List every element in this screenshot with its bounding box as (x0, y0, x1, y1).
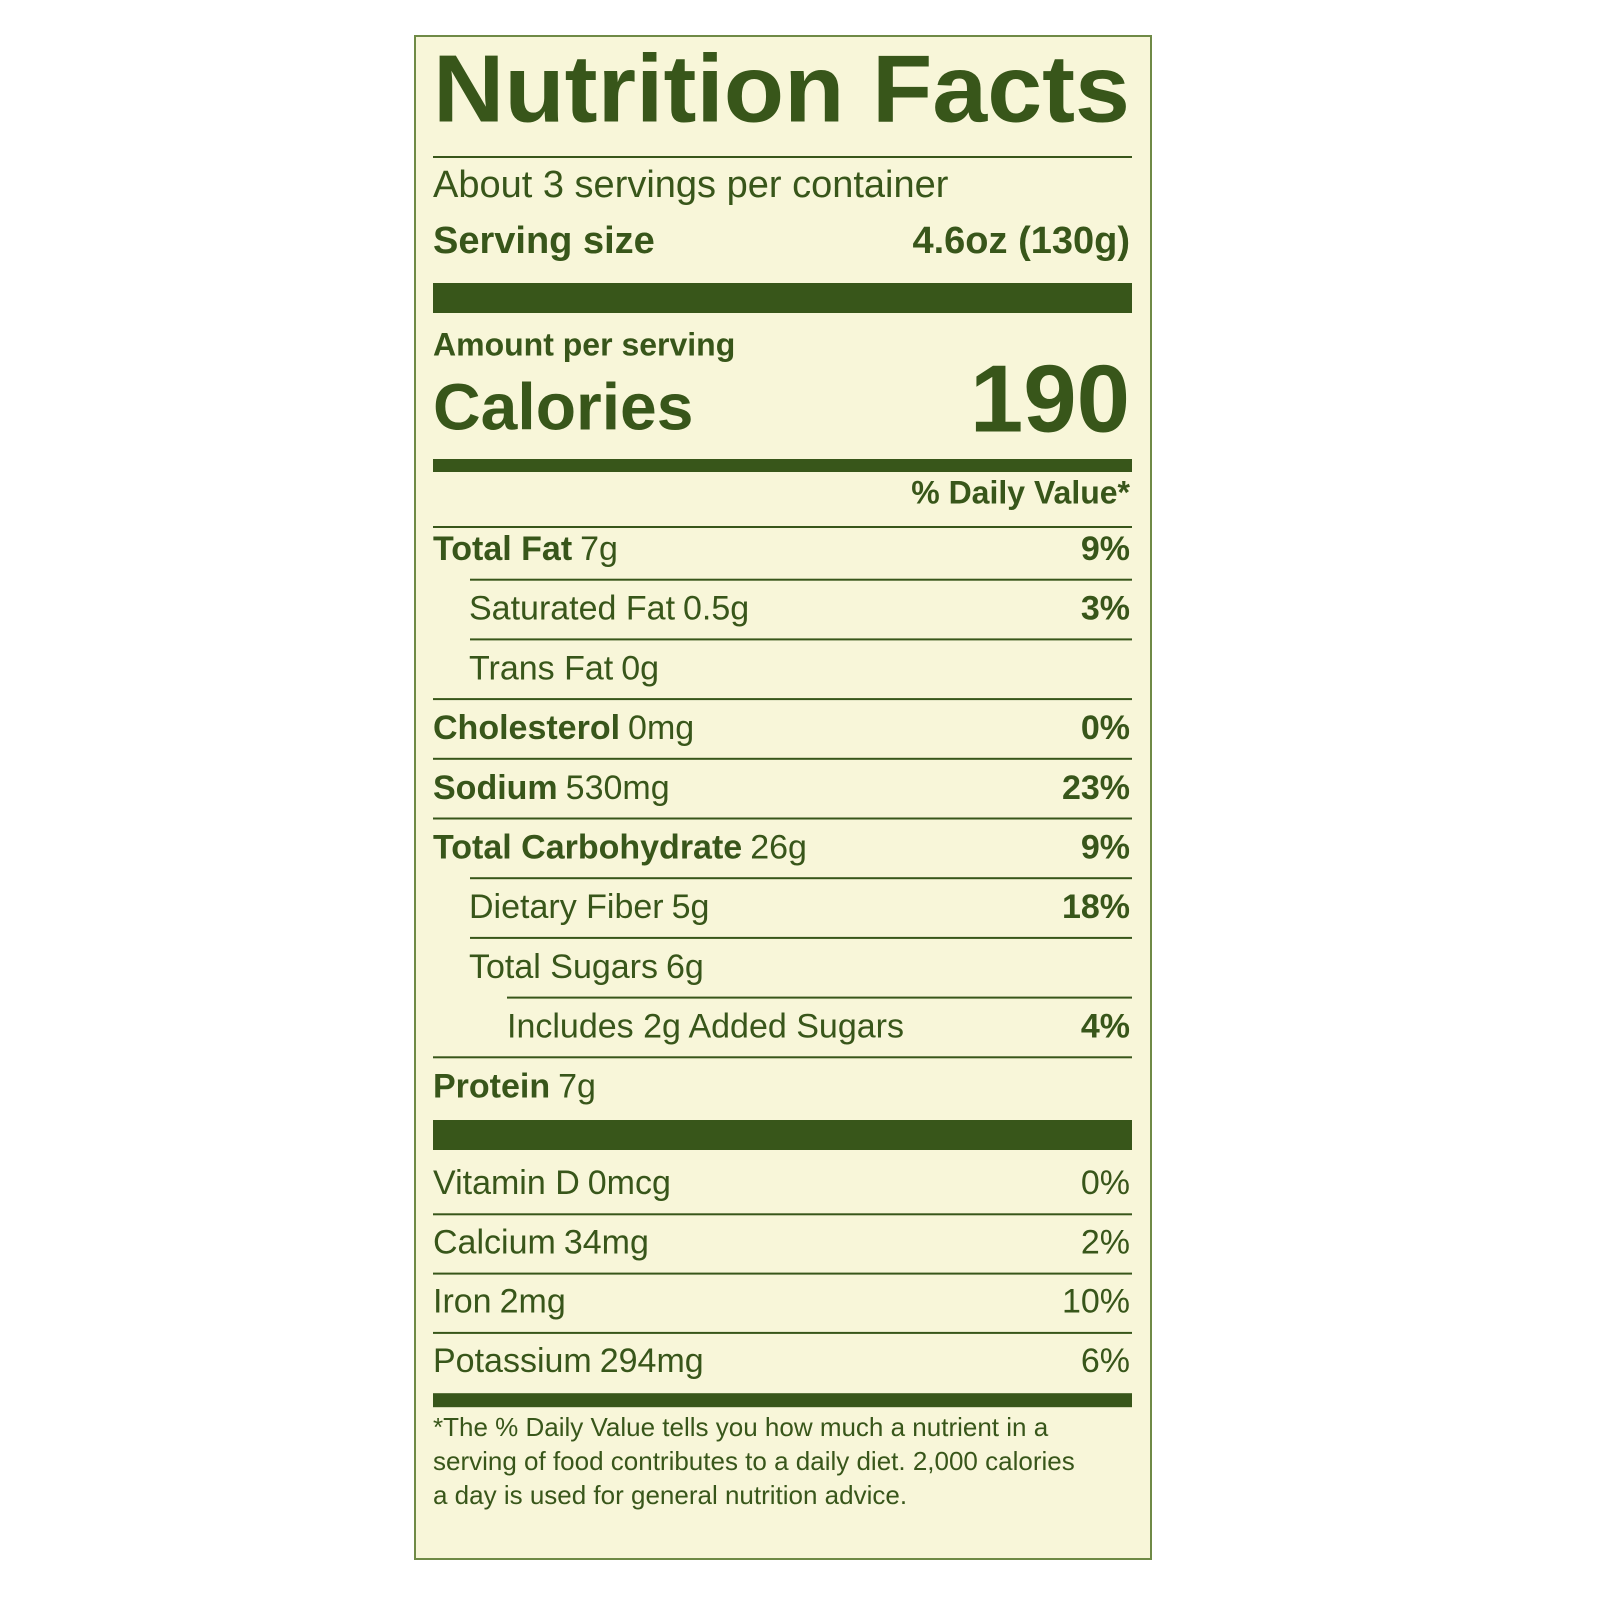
nutrient-row: Cholesterol 0mg (433, 709, 694, 747)
nutrient-row: Protein 7g (433, 1067, 596, 1105)
daily-value: 2% (1081, 1223, 1130, 1261)
medium-bar (433, 459, 1132, 472)
vitamin-name: Iron (433, 1283, 492, 1321)
footnote-line: serving of food contributes to a daily d… (433, 1446, 1075, 1476)
rule (433, 817, 1132, 820)
daily-value: 4% (1081, 1008, 1130, 1046)
nutrient-amount: 6g (666, 948, 704, 986)
nutrient-amount: 0g (621, 649, 659, 687)
vitamin-amount: 34mg (564, 1223, 649, 1261)
nutrient-name: Total Sugars (469, 948, 658, 986)
vitamin-row: Vitamin D 0mcg (433, 1164, 671, 1202)
vitamin-amount: 0mcg (588, 1164, 671, 1202)
nutrient-row: Dietary Fiber 5g (469, 888, 709, 926)
daily-value: 9% (1081, 828, 1130, 866)
nutrient-name: Saturated Fat (469, 590, 676, 628)
nutrient-name: Total Carbohydrate (433, 828, 742, 866)
nutrient-name: Cholesterol (433, 709, 620, 747)
rule (433, 1056, 1132, 1059)
nutrient-amount: 0.5g (683, 590, 749, 628)
serving-size-label: Serving size (433, 220, 655, 262)
nutrient-amount: 0mg (628, 709, 694, 747)
rule (470, 578, 1132, 581)
rule (433, 526, 1132, 528)
vitamin-name: Calcium (433, 1223, 556, 1261)
serving-size-value: 4.6oz (130g) (912, 220, 1130, 262)
nutrient-row: Sodium 530mg (433, 769, 670, 807)
rule (470, 638, 1132, 641)
daily-value: 0% (1081, 1164, 1130, 1202)
nutrient-row: Total Sugars 6g (469, 948, 704, 986)
vitamin-row: Potassium 294mg (433, 1342, 704, 1380)
vitamin-name: Vitamin D (433, 1164, 580, 1202)
daily-value: 23% (1062, 769, 1130, 807)
footnote-line: *The % Daily Value tells you how much a … (433, 1412, 1049, 1442)
vitamin-amount: 294mg (600, 1342, 704, 1380)
nutrient-name: Sodium (433, 769, 558, 807)
rule (433, 757, 1132, 760)
daily-value: 0% (1081, 709, 1130, 747)
rule (433, 1213, 1132, 1216)
daily-value: 10% (1062, 1283, 1130, 1321)
thick-bar (433, 283, 1132, 313)
nutrient-row: Saturated Fat 0.5g (469, 590, 749, 628)
rule (470, 877, 1132, 880)
nutrient-name: Dietary Fiber (469, 888, 664, 926)
nutrient-row: Includes 2g Added Sugars (507, 1008, 904, 1046)
medium-bar (433, 1393, 1132, 1408)
calories-label: Calories (433, 369, 693, 443)
nutrient-amount: 5g (672, 888, 710, 926)
nutrient-amount: 7g (558, 1067, 596, 1105)
vitamin-row: Iron 2mg (433, 1283, 566, 1321)
daily-value-header: % Daily Value* (911, 474, 1130, 510)
calories-value: 190 (970, 345, 1130, 452)
footnote-line: a day is used for general nutrition advi… (433, 1480, 907, 1510)
title: Nutrition Facts (433, 35, 1130, 142)
daily-value: 9% (1081, 530, 1130, 568)
rule (433, 698, 1132, 701)
thick-bar (433, 1120, 1132, 1150)
daily-value: 18% (1062, 888, 1130, 926)
daily-value: 6% (1081, 1342, 1130, 1380)
nutrient-name: Includes 2g Added Sugars (507, 1008, 904, 1046)
nutrient-amount: 7g (580, 530, 618, 568)
rule (433, 156, 1132, 158)
amount-per-serving: Amount per serving (433, 326, 735, 362)
nutrient-name: Trans Fat (469, 649, 614, 687)
nutrient-name: Total Fat (433, 530, 572, 568)
vitamin-row: Calcium 34mg (433, 1223, 649, 1261)
nutrient-row: Trans Fat 0g (469, 649, 659, 687)
rule (507, 996, 1132, 999)
rule (470, 936, 1132, 939)
nutrient-amount: 26g (750, 828, 807, 866)
nutrient-row: Total Fat 7g (433, 530, 618, 568)
vitamin-amount: 2mg (500, 1283, 566, 1321)
rule (433, 1272, 1132, 1275)
nutrient-amount: 530mg (566, 769, 670, 807)
nutrient-row: Total Carbohydrate 26g (433, 828, 807, 866)
nutrient-name: Protein (433, 1067, 550, 1105)
vitamin-name: Potassium (433, 1342, 592, 1380)
servings: About 3 servings per container (433, 164, 949, 206)
daily-value: 3% (1081, 590, 1130, 628)
rule (433, 1331, 1132, 1334)
